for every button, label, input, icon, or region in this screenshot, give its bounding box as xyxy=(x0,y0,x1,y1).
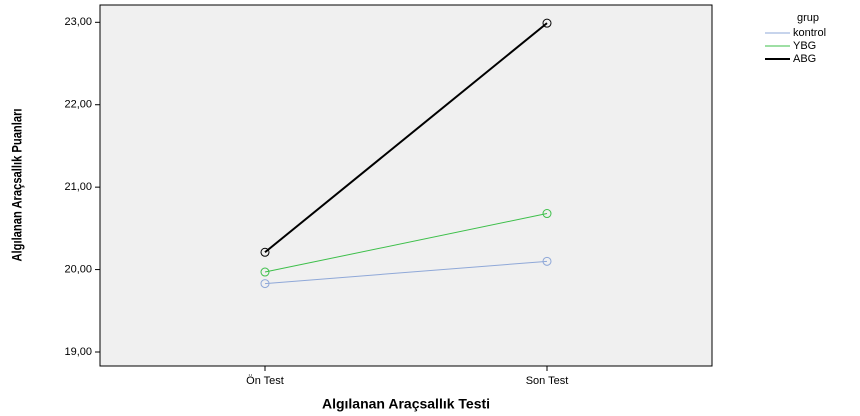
legend-label: YBG xyxy=(793,40,816,52)
series-line xyxy=(264,213,548,273)
y-tick-label: 19,00 xyxy=(64,346,92,358)
series-line xyxy=(264,22,548,254)
y-axis-title: Algılanan Araçsallık Puanları xyxy=(10,108,25,261)
y-tick-label: 23,00 xyxy=(64,16,92,28)
legend-title: grup xyxy=(797,12,819,24)
point-marker xyxy=(260,247,270,257)
x-axis-title: Algılanan Araçsallık Testi xyxy=(322,396,490,412)
x-tick-label: Son Test xyxy=(526,375,569,387)
point-marker xyxy=(542,256,552,266)
point-marker xyxy=(542,18,552,28)
plot-area xyxy=(99,4,713,367)
y-tick-label: 20,00 xyxy=(64,263,92,275)
series-line xyxy=(264,260,548,285)
y-tick-label: 21,00 xyxy=(64,181,92,193)
y-tick-label: 22,00 xyxy=(64,99,92,111)
legend-label: kontrol xyxy=(793,27,826,39)
legend-label: ABG xyxy=(793,53,816,65)
point-marker xyxy=(260,267,270,277)
point-marker xyxy=(542,209,552,219)
point-marker xyxy=(260,279,270,289)
x-tick-label: Ön Test xyxy=(246,375,284,387)
